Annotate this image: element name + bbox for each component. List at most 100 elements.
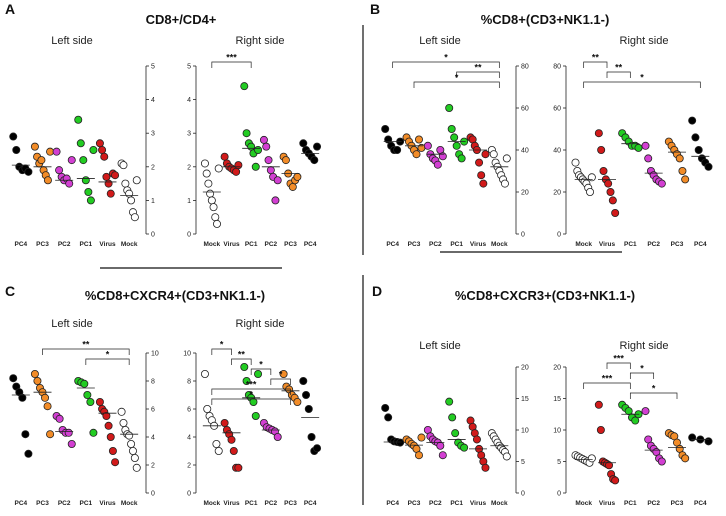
- data-point-pc4: [299, 376, 308, 385]
- data-point-pc2: [52, 147, 61, 156]
- y-tick-label: 0: [521, 491, 525, 498]
- y-tick-label: 0: [151, 491, 155, 498]
- data-point-virus: [606, 187, 615, 196]
- data-point-mock: [127, 439, 136, 448]
- data-point-pc1: [457, 154, 466, 163]
- side-label-b-right: Right side: [620, 35, 669, 47]
- data-point-pc1: [240, 362, 249, 371]
- significance-label: *: [444, 53, 448, 63]
- y-tick-label: 0: [557, 232, 561, 239]
- significance-bracket: [606, 362, 631, 369]
- y-tick-label: 10: [183, 351, 191, 358]
- data-point-virus: [472, 435, 481, 444]
- significance-label: ***: [602, 374, 613, 384]
- data-point-pc1: [247, 142, 256, 151]
- x-category-label: Mock: [121, 241, 138, 248]
- significance-label: *: [640, 364, 644, 374]
- x-category-label: PC2: [58, 241, 71, 248]
- data-point-pc2: [657, 457, 666, 466]
- data-point-pc2: [262, 142, 271, 151]
- x-category-label: PC1: [80, 241, 93, 248]
- data-point-virus: [104, 421, 113, 430]
- significance-label: *: [220, 340, 224, 350]
- data-point-mock: [117, 407, 126, 416]
- x-category-label: Mock: [204, 241, 221, 248]
- x-category-label: PC1: [245, 241, 258, 248]
- data-point-pc1: [445, 104, 454, 113]
- data-point-mock: [202, 169, 211, 178]
- x-category-label: PC4: [15, 241, 28, 248]
- significance-bracket: [42, 348, 130, 355]
- data-point-pc2: [67, 439, 76, 448]
- data-point-pc1: [254, 145, 263, 154]
- data-point-virus: [227, 435, 236, 444]
- significance-label: *: [106, 350, 110, 360]
- data-point-pc2: [436, 441, 445, 450]
- data-point-pc2: [273, 432, 282, 441]
- data-point-pc1: [83, 390, 92, 399]
- data-point-virus: [477, 171, 486, 180]
- data-point-virus: [481, 150, 490, 159]
- y-tick-label: 6: [151, 407, 155, 414]
- data-point-virus: [594, 400, 603, 409]
- data-point-pc4: [307, 432, 316, 441]
- data-point-virus: [229, 446, 238, 455]
- significance-bracket: [250, 368, 272, 375]
- significance-bracket: [583, 382, 631, 389]
- significance-bracket: [211, 388, 291, 395]
- y-tick-label: 2: [187, 463, 191, 470]
- x-category-label: PC4: [304, 500, 317, 507]
- data-point-pc3: [30, 369, 39, 378]
- data-point-mock: [200, 159, 209, 168]
- data-point-pc2: [55, 166, 64, 175]
- data-point-virus: [98, 145, 107, 154]
- data-point-pc4: [12, 145, 21, 154]
- significance-bracket: [629, 372, 655, 379]
- significance-label: **: [592, 53, 600, 63]
- y-tick-label: 6: [187, 407, 191, 414]
- x-category-label: PC4: [386, 500, 399, 507]
- data-point-pc1: [448, 413, 457, 422]
- x-category-label: Virus: [599, 500, 616, 507]
- data-point-pc4: [9, 374, 18, 383]
- y-tick-label: 4: [187, 97, 191, 104]
- x-category-label: PC2: [265, 500, 278, 507]
- data-point-pc3: [30, 142, 39, 151]
- data-point-pc4: [688, 116, 697, 125]
- data-point-pc4: [310, 156, 319, 165]
- data-point-pc2: [423, 141, 432, 150]
- data-point-pc2: [64, 428, 73, 437]
- data-point-pc2: [67, 156, 76, 165]
- data-point-pc3: [41, 393, 50, 402]
- data-point-mock: [587, 454, 596, 463]
- data-point-pc3: [681, 175, 690, 184]
- data-point-mock: [125, 431, 134, 440]
- y-tick-label: 4: [151, 435, 155, 442]
- x-category-label: Virus: [223, 241, 240, 248]
- panel-title-d: %CD8+CXCR3+(CD3+NK1.1-): [455, 288, 635, 303]
- x-category-label: PC2: [647, 241, 660, 248]
- data-point-pc3: [675, 154, 684, 163]
- x-category-label: PC1: [624, 500, 637, 507]
- data-point-pc3: [43, 402, 52, 411]
- data-point-pc2: [264, 156, 273, 165]
- data-point-pc3: [43, 176, 52, 185]
- x-category-label: Virus: [99, 241, 116, 248]
- panel-letter-b: B: [370, 1, 380, 17]
- y-tick-label: 20: [521, 190, 529, 197]
- x-category-label: PC4: [386, 241, 399, 248]
- data-point-pc3: [417, 433, 426, 442]
- panel-title-a: CD8+/CD4+: [146, 12, 217, 27]
- significance-bracket: [270, 378, 291, 385]
- data-point-pc2: [433, 160, 442, 169]
- data-point-mock: [203, 404, 212, 413]
- data-point-virus: [604, 179, 613, 188]
- data-point-mock: [204, 179, 213, 188]
- x-category-label: PC2: [429, 500, 442, 507]
- x-category-label: PC3: [671, 500, 684, 507]
- x-category-label: PC1: [450, 241, 463, 248]
